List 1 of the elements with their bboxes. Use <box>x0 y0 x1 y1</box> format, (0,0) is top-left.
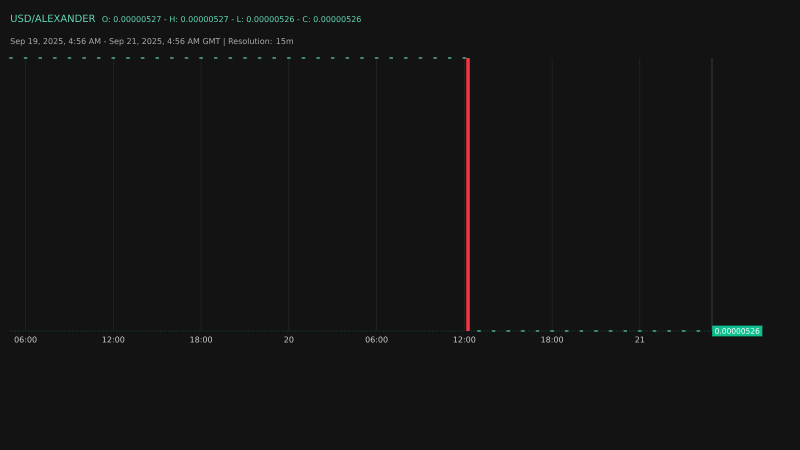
chart-title: USD/ALEXANDER <box>11 14 96 23</box>
